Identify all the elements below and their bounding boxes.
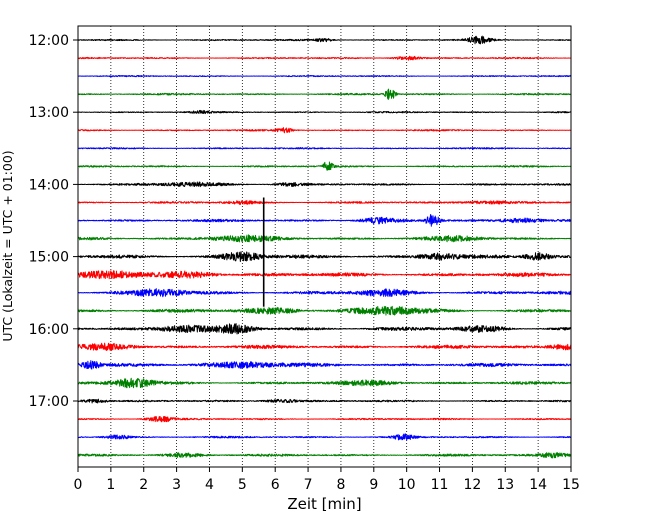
x-tick-label: 2 <box>139 477 148 493</box>
x-tick-label: 1 <box>106 477 115 493</box>
trace-1715 <box>77 415 572 423</box>
trace-1400 <box>77 181 572 188</box>
x-tick-label: 10 <box>398 477 416 493</box>
y-tick-label: 13:00 <box>29 105 69 121</box>
x-tick-label: 4 <box>205 477 214 493</box>
trace-1745 <box>77 452 572 459</box>
x-tick-label: 13 <box>496 477 514 493</box>
trace-1415 <box>77 200 572 205</box>
y-tick-label: 16:00 <box>29 322 69 338</box>
x-tick-label: 11 <box>431 477 449 493</box>
trace-1330 <box>77 147 572 150</box>
trace-1315 <box>77 127 572 134</box>
y-tick-label: 17:00 <box>29 394 69 410</box>
trace-1215 <box>77 55 572 61</box>
x-tick-label: 5 <box>238 477 247 493</box>
x-tick-label: 12 <box>463 477 481 493</box>
x-tick-label: 0 <box>74 477 83 493</box>
trace-1445 <box>77 234 572 243</box>
trace-1515 <box>77 270 572 280</box>
trace-1300 <box>77 109 572 115</box>
trace-1230 <box>77 74 572 78</box>
trace-1615 <box>77 342 572 351</box>
trace-1430 <box>77 213 572 227</box>
trace-1245 <box>77 88 572 100</box>
trace-1645 <box>77 377 572 389</box>
x-tick-label: 15 <box>562 477 580 493</box>
trace-1545 <box>77 305 572 316</box>
trace-1345 <box>77 161 572 171</box>
y-axis-label: UTC (Lokalzeit = UTC + 01:00) <box>0 150 15 341</box>
trace-1200 <box>77 35 572 45</box>
trace-1530 <box>77 288 572 298</box>
x-tick-label: 9 <box>369 477 378 493</box>
y-tick-label: 14:00 <box>29 177 69 193</box>
x-tick-label: 6 <box>271 477 280 493</box>
plot-frame <box>77 25 572 468</box>
x-axis-ticks: 0 1 2 3 4 5 6 7 8 9 10 11 12 13 14 15 <box>74 467 580 493</box>
trace-1600 <box>77 323 572 335</box>
trace-1700 <box>77 398 572 404</box>
x-tick-label: 8 <box>336 477 345 493</box>
y-tick-label: 12:00 <box>29 33 69 49</box>
trace-1730 <box>77 433 572 441</box>
trace-series <box>77 35 572 459</box>
y-tick-label: 15:00 <box>29 250 69 266</box>
y-axis-ticks: 12:00 13:00 14:00 15:00 16:00 17:00 <box>29 33 78 410</box>
x-tick-label: 3 <box>172 477 181 493</box>
trace-1630 <box>77 360 572 370</box>
x-axis-label: Zeit [min] <box>287 495 361 513</box>
x-tick-label: 14 <box>529 477 547 493</box>
x-tick-label: 7 <box>304 477 313 493</box>
trace-1500 <box>77 251 572 262</box>
